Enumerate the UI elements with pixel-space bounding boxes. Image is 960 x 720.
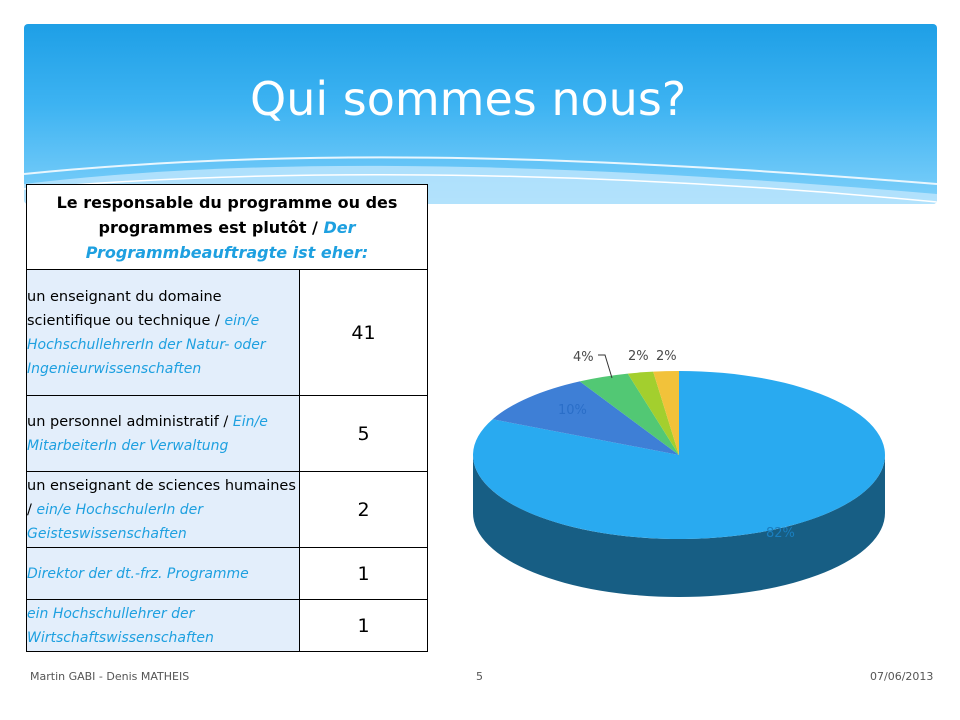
- footer-date: 07/06/2013: [870, 670, 934, 683]
- table-row: un enseignant de sciences humaines / ein…: [26, 471, 428, 548]
- pie-slice: [653, 371, 679, 455]
- table-row: un personnel administratif / Ein/e Mitar…: [26, 395, 428, 472]
- row-label-de: ein/e HochschulerIn der Geisteswissensch…: [27, 501, 204, 542]
- row-label: un personnel administratif / Ein/e Mitar…: [26, 395, 300, 472]
- row-label: ein Hochschullehrer der Wirtschaftswisse…: [26, 599, 300, 652]
- row-label-de: ein Hochschullehrer der Wirtschaftswisse…: [27, 605, 214, 646]
- row-value: 2: [299, 471, 428, 548]
- pie-slice: [492, 381, 679, 455]
- table-row: Direktor der dt.-frz. Programme 1: [26, 547, 428, 600]
- pie-data-label: 2%: [628, 349, 649, 364]
- page-title: Qui sommes nous?: [250, 72, 687, 126]
- pie-slice: [627, 371, 679, 455]
- row-label: un enseignant de sciences humaines / ein…: [26, 471, 300, 548]
- row-label-de: ein/e HochschullehrerIn der Natur- oder …: [27, 312, 266, 377]
- table-header: Le responsable du programme ou des progr…: [26, 184, 428, 270]
- row-value: 5: [299, 395, 428, 472]
- table-row: un enseignant du domaine scientifique ou…: [26, 269, 428, 396]
- pie-data-label: 10%: [558, 403, 587, 418]
- row-value: 1: [299, 599, 428, 652]
- row-value: 1: [299, 547, 428, 600]
- header-de: Der Programmbeauftragte ist eher:: [85, 217, 369, 262]
- row-label-fr: un personnel administratif /: [27, 413, 233, 430]
- footer-authors: Martin GABI - Denis MATHEIS: [30, 670, 190, 683]
- row-label-de: Ein/e MitarbeiterIn der Verwaltung: [27, 413, 268, 454]
- row-label: Direktor der dt.-frz. Programme: [26, 547, 300, 600]
- results-table: Le responsable du programme ou des progr…: [26, 184, 428, 652]
- pie-data-label: 2%: [656, 349, 677, 364]
- pie-slice-side: [473, 455, 885, 597]
- table-row: ein Hochschullehrer der Wirtschaftswisse…: [26, 599, 428, 652]
- table-header-row: Le responsable du programme ou des progr…: [26, 184, 428, 270]
- pie-slice: [579, 373, 679, 455]
- footer-page-number: 5: [476, 670, 483, 683]
- row-value: 41: [299, 269, 428, 396]
- label-leader-line: [598, 354, 613, 379]
- row-label-fr: un enseignant de sciences humaines /: [27, 477, 296, 518]
- header-fr: Le responsable du programme ou des progr…: [56, 192, 398, 237]
- pie-chart: 82% 10% 4% 2% 2%: [473, 349, 885, 597]
- pie-data-label: 82%: [766, 526, 795, 541]
- row-label-de: Direktor der dt.-frz. Programme: [27, 565, 249, 582]
- title-banner: [24, 24, 937, 204]
- pie-data-label: 4%: [573, 350, 594, 365]
- row-label: un enseignant du domaine scientifique ou…: [26, 269, 300, 396]
- row-label-fr: un enseignant du domaine scientifique ou…: [27, 288, 225, 329]
